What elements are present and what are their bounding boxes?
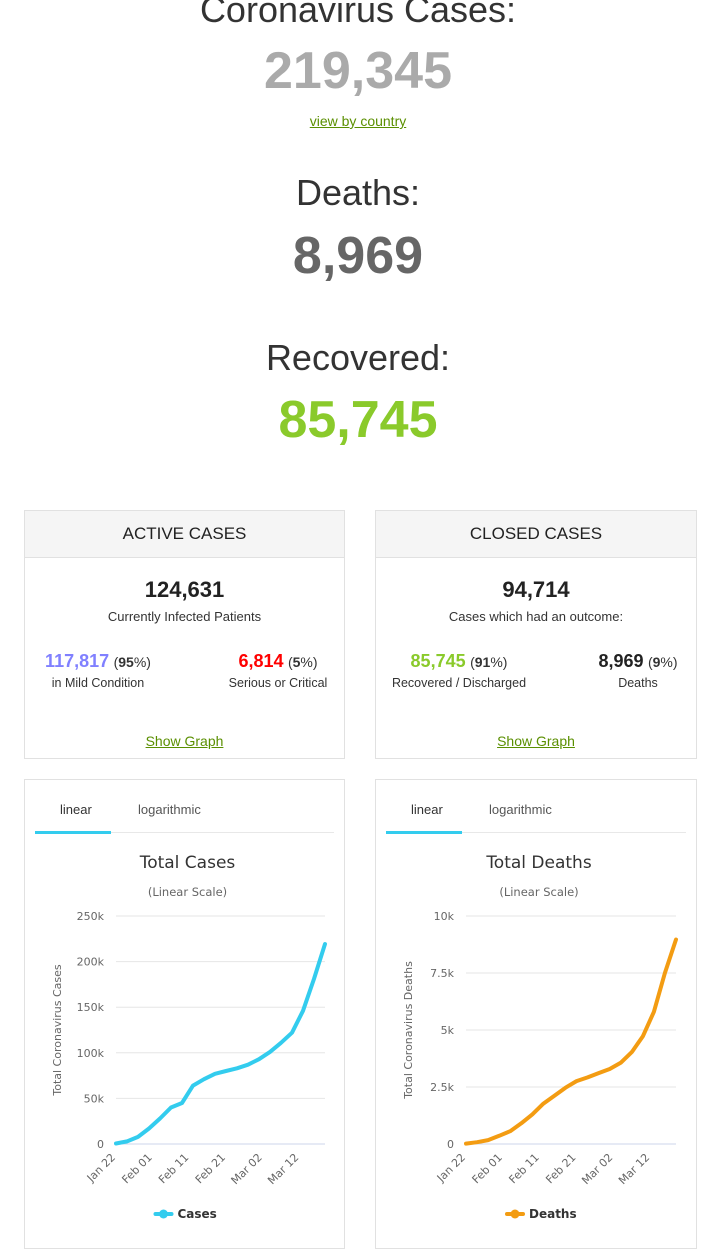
y-tick-label: 250k bbox=[77, 910, 105, 923]
active-total: 124,631 bbox=[144, 577, 225, 602]
closed-recovered-value: 85,745 bbox=[410, 651, 466, 671]
x-tick-label: Jan 22 bbox=[434, 1151, 468, 1185]
view-by-country-wrap: view by country bbox=[0, 113, 716, 131]
series-line-cases bbox=[114, 942, 327, 1146]
closed-deaths-stat: 8,969 (9%) Deaths bbox=[563, 651, 713, 690]
deaths-total: 8,969 bbox=[0, 230, 716, 282]
tab-linear[interactable]: linear bbox=[60, 802, 92, 817]
cases-heading: Coronavirus Cases: bbox=[0, 0, 716, 28]
y-tick-label: 10k bbox=[434, 910, 455, 923]
recovered-label: Recovered: bbox=[265, 337, 451, 378]
active-cases-title: ACTIVE CASES bbox=[25, 511, 344, 558]
x-tick-label: Feb 11 bbox=[156, 1151, 191, 1186]
y-tick-label: 150k bbox=[77, 1001, 105, 1014]
y-tick-label: 0 bbox=[97, 1138, 104, 1151]
active-tab-indicator bbox=[386, 831, 462, 834]
mild-value: 117,817 bbox=[45, 651, 110, 671]
x-tick-label: Feb 01 bbox=[119, 1151, 154, 1186]
closed-show-graph-wrap: Show Graph bbox=[376, 733, 696, 751]
chart-title: Total Cases bbox=[139, 853, 236, 873]
y-tick-label: 50k bbox=[84, 1092, 105, 1105]
closed-cases-panel: CLOSED CASES 94,714 Cases which had an o… bbox=[375, 510, 697, 759]
mild-stat: 117,817 (95%) in Mild Condition bbox=[23, 651, 173, 690]
x-tick-label: Feb 21 bbox=[193, 1151, 228, 1186]
x-tick-label: Mar 12 bbox=[265, 1151, 301, 1187]
deaths-chart-tabs: linear logarithmic bbox=[386, 796, 686, 834]
deaths-heading: Deaths: bbox=[0, 175, 716, 211]
cases-value: 219,345 bbox=[264, 42, 452, 100]
mild-label: in Mild Condition bbox=[51, 676, 145, 690]
chart-title: Total Deaths bbox=[485, 853, 592, 873]
legend-marker bbox=[159, 1209, 168, 1219]
critical-pct: (5%) bbox=[287, 654, 318, 670]
x-tick-label: Mar 02 bbox=[229, 1151, 265, 1187]
active-show-graph-wrap: Show Graph bbox=[25, 733, 344, 751]
x-tick-label: Jan 22 bbox=[84, 1151, 118, 1185]
y-axis-label: Total Coronavirus Deaths bbox=[402, 961, 415, 1100]
active-total-label: Currently Infected Patients bbox=[107, 609, 262, 624]
closed-recovered-pct: (91%) bbox=[470, 654, 508, 670]
critical-label: Serious or Critical bbox=[228, 676, 328, 690]
cases-chart: Total Cases (Linear Scale) 0 50k 100k 150k 200… bbox=[51, 853, 327, 1221]
active-cases-panel: ACTIVE CASES 124,631 Currently Infected … bbox=[24, 510, 345, 759]
chart-subtitle: (Linear Scale) bbox=[148, 885, 227, 899]
closed-deaths-pct: (9%) bbox=[647, 654, 678, 670]
cases-chart-panel: linear logarithmic Total Cases (Linear Sc… bbox=[24, 779, 345, 1249]
critical-stat: 6,814 (5%) Serious or Critical bbox=[203, 651, 353, 690]
tab-logarithmic[interactable]: logarithmic bbox=[138, 802, 201, 817]
tab-linear[interactable]: linear bbox=[411, 802, 443, 817]
tab-logarithmic[interactable]: logarithmic bbox=[489, 802, 552, 817]
y-tick-label: 7.5k bbox=[430, 967, 454, 980]
active-show-graph-link[interactable]: Show Graph bbox=[145, 733, 224, 749]
closed-recovered-label: Recovered / Discharged bbox=[391, 676, 527, 690]
recovered-value: 85,745 bbox=[278, 391, 438, 449]
legend-label: Cases bbox=[178, 1207, 217, 1221]
y-tick-label: 0 bbox=[447, 1138, 454, 1151]
critical-value: 6,814 bbox=[238, 651, 284, 671]
recovered-stat: 85,745 (91%) Recovered / Discharged bbox=[384, 651, 534, 690]
recovered-total: 85,745 bbox=[0, 394, 716, 446]
y-tick-label: 5k bbox=[441, 1024, 455, 1037]
x-tick-label: Mar 12 bbox=[616, 1151, 652, 1187]
closed-deaths-label: Deaths bbox=[618, 676, 658, 690]
chart-subtitle: (Linear Scale) bbox=[499, 885, 578, 899]
view-by-country-link[interactable]: view by country bbox=[309, 113, 407, 129]
x-tick-label: Feb 01 bbox=[470, 1151, 505, 1186]
y-axis-label: Total Coronavirus Cases bbox=[51, 964, 64, 1097]
y-tick-label: 200k bbox=[77, 956, 105, 969]
cases-label: Coronavirus Cases: bbox=[199, 0, 517, 30]
deaths-value: 8,969 bbox=[292, 227, 424, 285]
legend-label: Deaths bbox=[529, 1207, 577, 1221]
cases-chart-tabs: linear logarithmic bbox=[35, 796, 334, 834]
cases-total: 219,345 bbox=[0, 45, 716, 97]
recovered-heading: Recovered: bbox=[0, 340, 716, 376]
legend-marker bbox=[510, 1209, 520, 1219]
closed-deaths-value: 8,969 bbox=[598, 651, 644, 671]
active-tab-indicator bbox=[35, 831, 111, 834]
x-tick-label: Feb 21 bbox=[543, 1151, 578, 1186]
mild-pct: (95%) bbox=[113, 654, 151, 670]
deaths-chart: Total Deaths (Linear Scale) 0 2.5k 5k 7.5k 10k… bbox=[402, 853, 678, 1221]
closed-total: 94,714 bbox=[502, 577, 570, 602]
x-tick-label: Mar 02 bbox=[579, 1151, 615, 1187]
deaths-label: Deaths: bbox=[295, 172, 421, 213]
closed-total-label: Cases which had an outcome: bbox=[448, 609, 624, 624]
series-line-deaths bbox=[464, 937, 678, 1146]
y-tick-label: 2.5k bbox=[430, 1081, 454, 1094]
y-tick-label: 100k bbox=[77, 1047, 105, 1060]
closed-cases-title: CLOSED CASES bbox=[376, 511, 696, 558]
closed-show-graph-link[interactable]: Show Graph bbox=[497, 733, 575, 749]
deaths-chart-panel: linear logarithmic Total Deaths (Linear S… bbox=[375, 779, 697, 1249]
x-tick-label: Feb 11 bbox=[506, 1151, 541, 1186]
